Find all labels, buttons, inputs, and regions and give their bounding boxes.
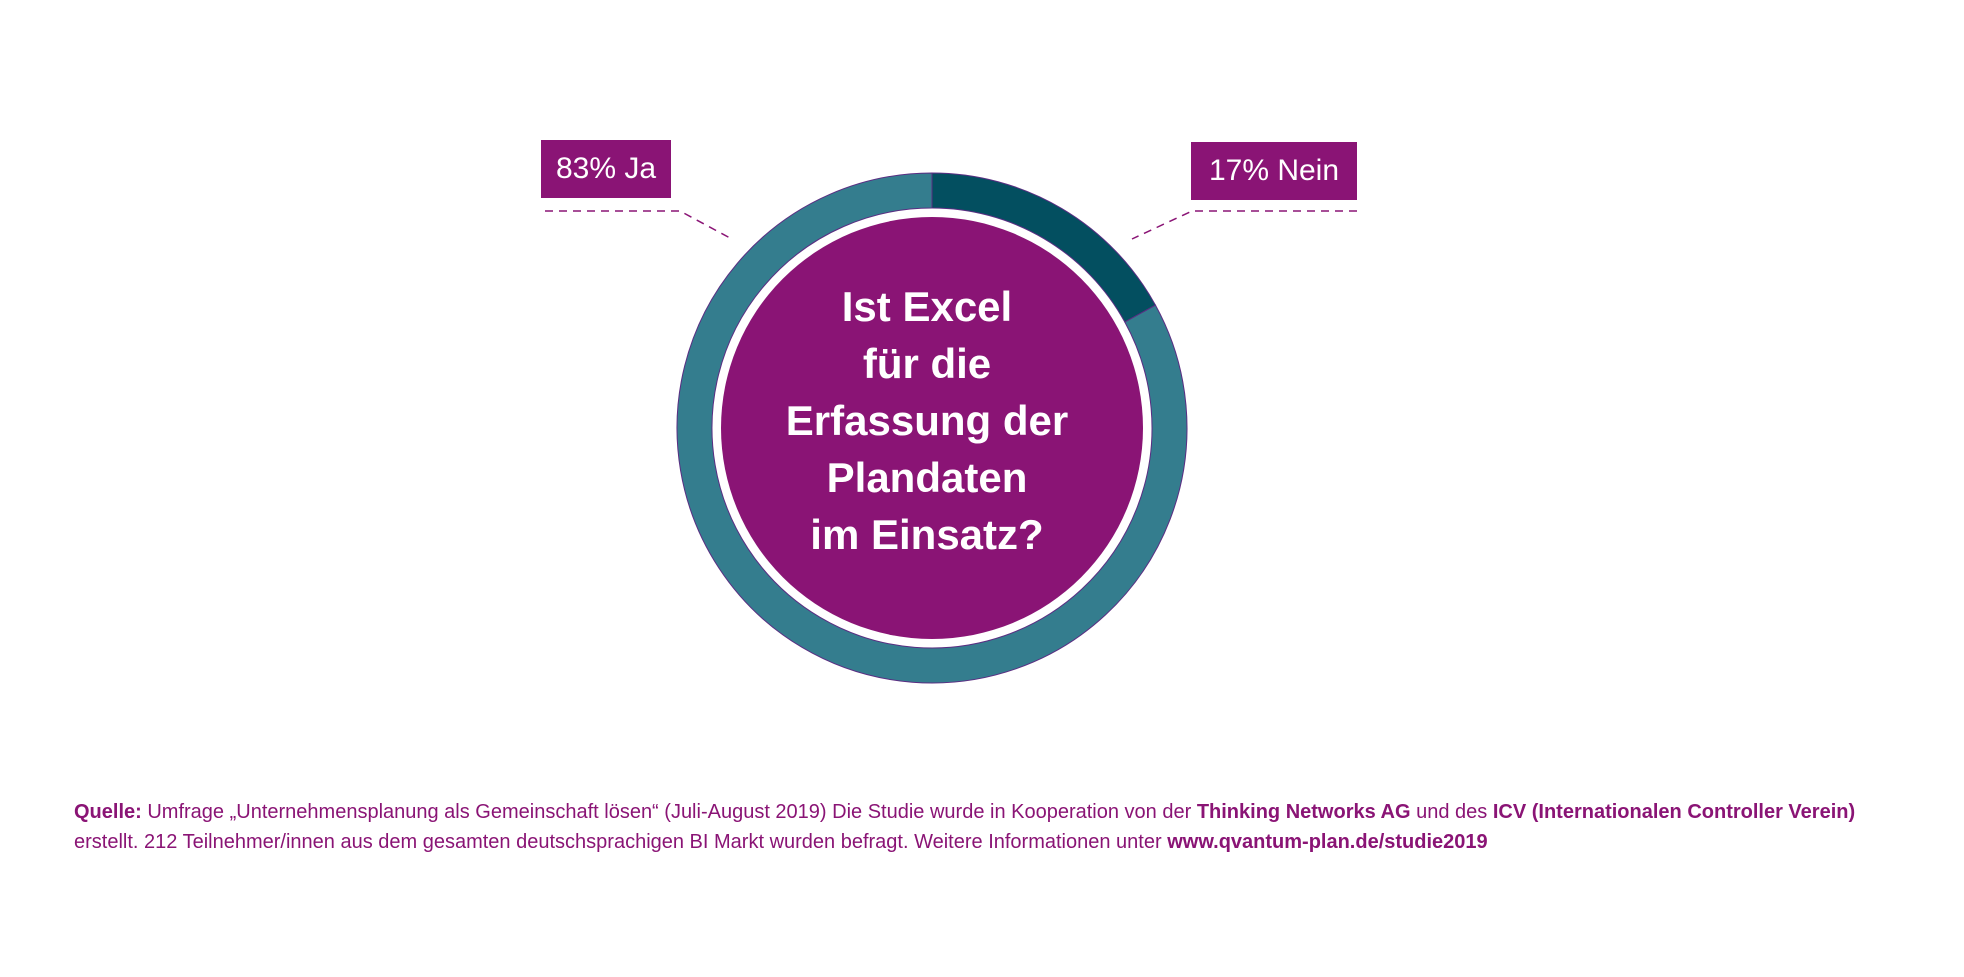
source-prefix: Quelle: [74,801,142,823]
chart-center-question: Ist Excel für die Erfassung der Plandate… [747,278,1107,563]
center-line-2: für die [862,340,992,387]
center-circle [721,217,1143,639]
source-note: Quelle: Umfrage „Unternehmensplanung als… [74,797,1914,857]
slice-ja [676,172,1188,684]
center-line-5: im Einsatz? [810,511,1044,558]
source-line-2: erstellt. 212 Teilnehmer/innen aus dem g… [74,827,1914,857]
source-icv: ICV [1492,801,1527,823]
source-text-1: Umfrage „Unternehmensplanung als Gemeins… [141,801,1197,823]
leader-line-nein [1131,210,1357,240]
slice-label-nein: 17% Nein [1191,142,1357,200]
source-text-2: und des [1410,801,1493,823]
leader-line-ja [545,210,731,239]
center-line-3: Erfassung der [785,397,1069,444]
donut-slices [676,172,1188,684]
center-line-1: Ist Excel [841,283,1013,330]
source-company: Thinking Networks AG [1196,801,1411,823]
source-line-1: Quelle: Umfrage „Unternehmensplanung als… [74,797,1914,827]
source-icv-full: (Internationalen Controller Verein) [1531,801,1856,823]
center-line-4: Plandaten [826,454,1028,501]
source-link[interactable]: www.qvantum-plan.de/studie2019 [1167,831,1488,853]
source-text-4: erstellt. 212 Teilnehmer/innen aus dem g… [74,831,1168,853]
slice-label-ja: 83% Ja [541,140,671,198]
